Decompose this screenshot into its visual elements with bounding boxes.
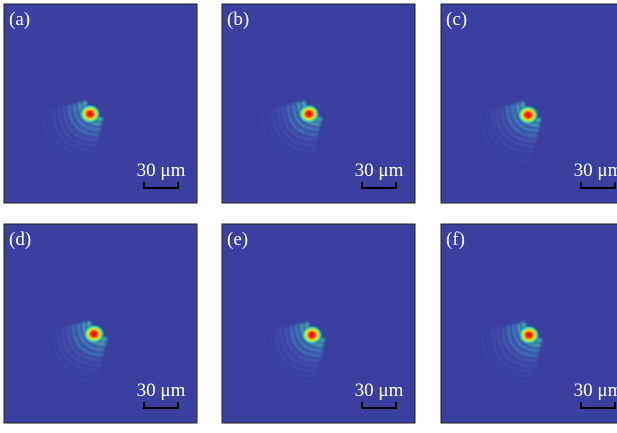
panel: (b) 30 μm xyxy=(222,4,415,203)
scale-bar-label: 30 μm xyxy=(574,160,617,181)
main-lobe xyxy=(517,105,539,125)
panel-label: (d) xyxy=(9,229,31,250)
scale-bar-label: 30 μm xyxy=(137,160,186,181)
panel-label: (e) xyxy=(227,229,248,250)
main-lobe xyxy=(301,325,323,345)
main-lobe xyxy=(518,325,540,345)
panel: (c) 30 μm xyxy=(441,4,617,203)
panel-label: (f) xyxy=(446,229,465,250)
panel: (d) 30 μm xyxy=(4,224,197,423)
panel: (e) 30 μm xyxy=(222,224,415,423)
panel: (f) 30 μm xyxy=(441,224,617,423)
panel: (a) 30 μm xyxy=(4,4,197,203)
scale-bar-label: 30 μm xyxy=(355,380,404,401)
main-lobe xyxy=(83,324,105,344)
panel-label: (b) xyxy=(227,9,249,30)
panel-label: (c) xyxy=(446,9,467,30)
figure: (a) 30 μm (b) 30 μm (c) 30 μm (d) 30 μm (e) 30 μm… xyxy=(0,0,617,428)
scale-bar-label: 30 μm xyxy=(355,160,404,181)
scale-bar-label: 30 μm xyxy=(574,380,617,401)
main-lobe xyxy=(298,104,320,124)
scale-bar-label: 30 μm xyxy=(137,380,186,401)
main-lobe xyxy=(79,104,101,124)
panel-label: (a) xyxy=(9,9,30,30)
